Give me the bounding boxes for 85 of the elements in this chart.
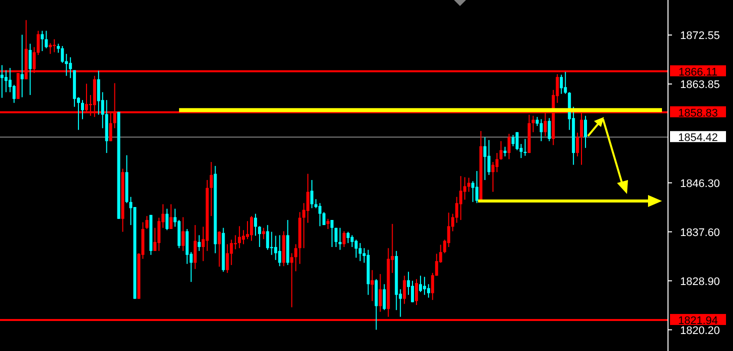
candlestick: [278, 234, 282, 267]
candlestick: [40, 30, 44, 52]
candlestick: [80, 100, 84, 120]
candlestick: [262, 227, 266, 240]
candlestick: [60, 46, 64, 64]
candlestick: [4, 70, 8, 93]
candlestick: [500, 140, 502, 160]
ref-line-label: 1858.83: [678, 107, 718, 120]
candlestick: [491, 161, 494, 192]
candlestick: [310, 180, 314, 209]
candlestick: [576, 132, 579, 157]
candlestick: [548, 118, 551, 142]
candlestick: [166, 208, 168, 231]
candlestick: [250, 216, 254, 242]
y-tick-label: 1846.30: [680, 178, 720, 190]
candlestick: [0, 64, 4, 98]
candlestick: [427, 284, 430, 298]
candlestick: [266, 224, 270, 250]
candlestick: [68, 56, 72, 79]
candlestick: [560, 74, 563, 94]
y-tick-label: 1820.20: [680, 324, 720, 337]
candlestick: [97, 70, 100, 116]
candlestick: [358, 242, 362, 262]
candlestick: [186, 228, 189, 264]
candlestick: [350, 234, 354, 248]
candlestick: [44, 30, 48, 49]
candlestick: [508, 133, 511, 160]
candlestick: [326, 218, 330, 230]
candlestick: [210, 161, 213, 217]
candlestick: [334, 227, 338, 248]
candlestick: [471, 180, 474, 202]
candlestick: [447, 212, 450, 248]
candlestick: [20, 34, 24, 98]
candlestick: [342, 230, 346, 248]
candlestick: [564, 71, 567, 94]
candlestick: [318, 202, 322, 227]
candlestick: [584, 115, 588, 148]
candlestick: [512, 134, 515, 147]
candlestick: [230, 239, 233, 266]
candlestick: [226, 244, 229, 274]
candlestick: [516, 132, 519, 151]
y-tick-label: 1872.55: [680, 30, 720, 42]
candlestick: [218, 230, 221, 268]
candlestick: [330, 219, 334, 248]
candlestick: [182, 216, 185, 252]
candlestick: [294, 244, 298, 272]
candlestick: [483, 136, 486, 181]
candlestick: [504, 146, 507, 157]
candlestick: [467, 177, 470, 192]
candlestick: [254, 213, 258, 236]
y-tick-label: 1863.85: [680, 79, 720, 92]
candlestick: [382, 284, 386, 311]
candlestick: [354, 239, 358, 258]
ref-line-label: 1854.42: [678, 132, 718, 144]
candlestick: [410, 280, 414, 303]
ref-line-label: 1866.11: [678, 66, 718, 78]
candlestick: [459, 176, 462, 220]
candlestick: [495, 152, 498, 173]
candlestick: [306, 173, 310, 224]
candlestick: [346, 231, 350, 244]
candlestick: [198, 234, 201, 252]
candlestick: [145, 216, 148, 230]
candlestick: [194, 224, 197, 270]
candlestick: [370, 270, 374, 302]
candlestick: [475, 170, 478, 204]
y-tick-label: 1828.90: [680, 276, 720, 288]
candlestick: [28, 43, 32, 96]
candlestick: [246, 220, 249, 240]
candlestick: [414, 278, 418, 306]
candlestick: [402, 275, 406, 304]
candlestick: [378, 274, 382, 312]
candlestick: [419, 275, 422, 293]
candlestick: [157, 217, 160, 252]
candlestick: [487, 140, 490, 176]
y-tick-label: 1837.60: [680, 226, 720, 239]
candlestick: [290, 252, 294, 308]
candlestick: [463, 176, 466, 200]
candlestick: [274, 235, 278, 260]
candlestick: [540, 118, 543, 142]
candlestick: [170, 204, 173, 230]
candlestick: [12, 84, 16, 104]
candlestick: [238, 226, 241, 249]
ref-line-label: 1821.94: [678, 314, 718, 327]
candlestick: [258, 226, 262, 248]
candlestick: [242, 230, 245, 245]
